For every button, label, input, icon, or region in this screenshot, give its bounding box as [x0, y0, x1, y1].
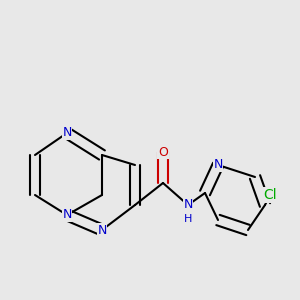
Text: O: O	[158, 146, 168, 158]
Text: N: N	[213, 158, 223, 172]
Text: N: N	[97, 224, 107, 236]
Text: N: N	[62, 208, 72, 221]
Text: N: N	[62, 127, 72, 140]
Text: Cl: Cl	[263, 188, 277, 202]
Text: H: H	[184, 214, 192, 224]
Text: N: N	[183, 199, 193, 212]
